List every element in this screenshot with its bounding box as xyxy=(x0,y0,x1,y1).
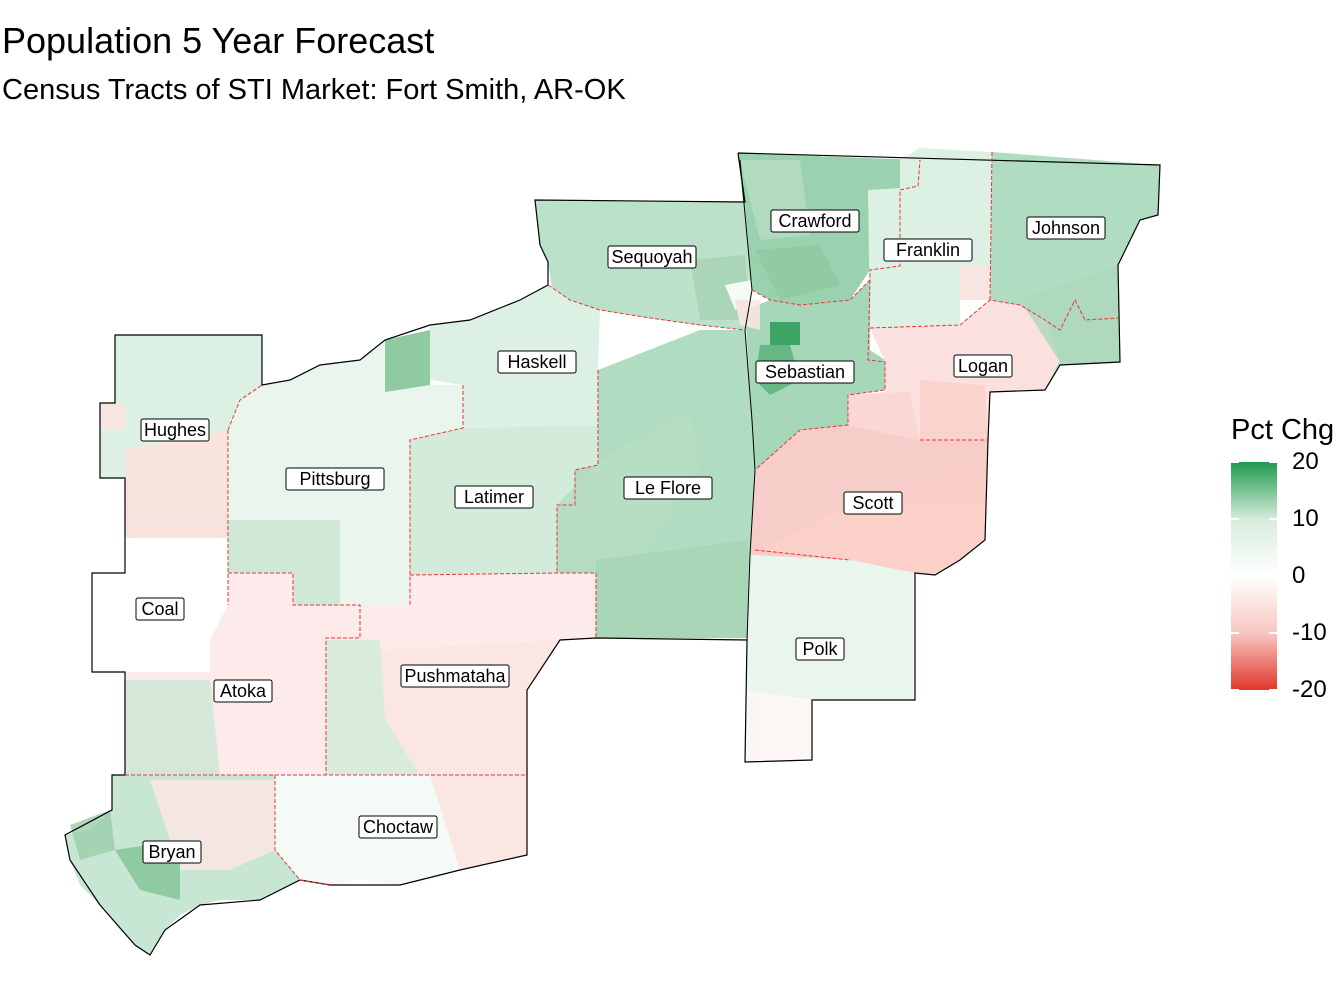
legend-tick xyxy=(1231,689,1277,691)
svg-text:Pushmataha: Pushmataha xyxy=(404,666,506,686)
svg-text:Logan: Logan xyxy=(958,356,1008,376)
county-label-sebastian: Sebastian xyxy=(755,360,855,384)
svg-text:Atoka: Atoka xyxy=(220,681,267,701)
map-title: Population 5 Year Forecast xyxy=(2,20,435,61)
svg-text:Haskell: Haskell xyxy=(507,352,566,372)
svg-text:Le Flore: Le Flore xyxy=(635,478,701,498)
svg-text:Scott: Scott xyxy=(852,493,893,513)
legend-tick-label: 0 xyxy=(1292,562,1306,589)
county-label-coal: Coal xyxy=(135,597,185,621)
svg-text:Sebastian: Sebastian xyxy=(765,362,845,382)
legend-tick-label: -20 xyxy=(1292,676,1327,703)
county-label-choctaw: Choctaw xyxy=(358,815,438,839)
county-label-hughes: Hughes xyxy=(140,418,210,442)
county-label-sequoyah: Sequoyah xyxy=(607,245,697,269)
svg-text:Crawford: Crawford xyxy=(778,211,851,231)
county-label-logan: Logan xyxy=(953,354,1013,378)
legend-tick xyxy=(1231,632,1277,634)
svg-text:Polk: Polk xyxy=(802,639,838,659)
svg-text:Choctaw: Choctaw xyxy=(363,817,434,837)
county-label-scott: Scott xyxy=(843,491,903,515)
map-subtitle: Census Tracts of STI Market: Fort Smith,… xyxy=(2,74,626,106)
county-label-pittsburg: Pittsburg xyxy=(285,467,385,491)
county-label-pushmataha: Pushmataha xyxy=(400,664,510,688)
svg-text:Hughes: Hughes xyxy=(144,420,206,440)
svg-text:Franklin: Franklin xyxy=(896,240,960,260)
county-label-latimer: Latimer xyxy=(454,485,534,509)
svg-text:Johnson: Johnson xyxy=(1032,218,1100,238)
choropleth-map: Crawford Franklin Johnson Sequoyah Haskell Se… xyxy=(64,148,1161,956)
svg-text:Sequoyah: Sequoyah xyxy=(611,247,692,267)
county-label-bryan: Bryan xyxy=(142,840,202,864)
legend-title: Pct Chg xyxy=(1231,414,1335,446)
legend-tick xyxy=(1231,575,1277,577)
legend-tick xyxy=(1231,518,1277,520)
county-label-le-flore: Le Flore xyxy=(623,476,713,500)
county-label-haskell: Haskell xyxy=(497,350,577,374)
svg-text:Latimer: Latimer xyxy=(464,487,524,507)
legend-tick-label: 10 xyxy=(1292,505,1319,532)
legend-tick-label: -10 xyxy=(1292,619,1327,646)
legend-tick xyxy=(1231,461,1277,463)
svg-text:Pittsburg: Pittsburg xyxy=(299,469,370,489)
county-label-crawford: Crawford xyxy=(770,209,860,233)
county-label-franklin: Franklin xyxy=(883,238,973,262)
legend-tick-label: 20 xyxy=(1292,448,1319,475)
county-label-atoka: Atoka xyxy=(213,679,273,703)
svg-text:Coal: Coal xyxy=(141,599,178,619)
county-label-johnson: Johnson xyxy=(1026,216,1106,240)
svg-text:Bryan: Bryan xyxy=(148,842,195,862)
county-label-polk: Polk xyxy=(795,637,845,661)
